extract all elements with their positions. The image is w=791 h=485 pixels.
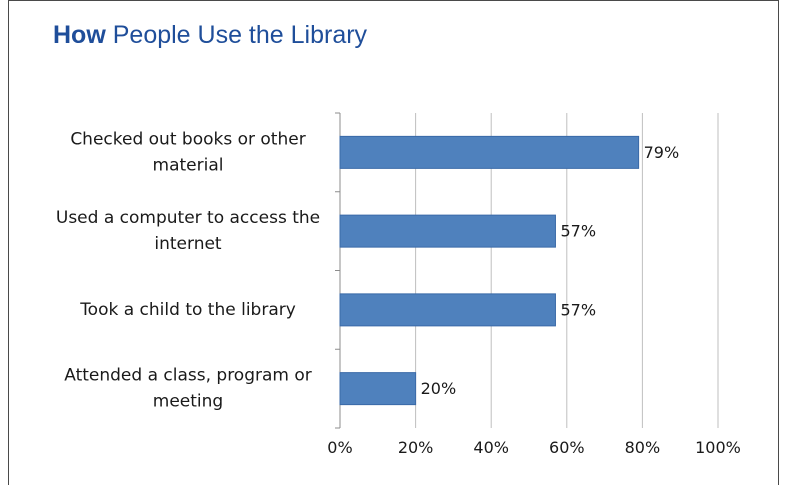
x-tick-label: 0%	[327, 438, 352, 457]
category-label: Used a computer to access the internet	[56, 208, 320, 254]
x-tick-label: 40%	[473, 438, 509, 457]
category-label: Took a child to the library	[79, 300, 296, 320]
x-tick-label: 20%	[398, 438, 434, 457]
x-tick-label: 60%	[549, 438, 585, 457]
category-label-line: material	[153, 155, 224, 175]
label-layer: 0% 20% 40% 60% 80% 100% 79% Checked out books o…	[56, 129, 741, 457]
data-label: 79%	[644, 143, 680, 162]
bar-3	[339, 293, 556, 327]
axis-layer	[335, 112, 341, 429]
bar-layer	[339, 135, 640, 406]
category-label-line: meeting	[153, 392, 223, 412]
data-label: 57%	[560, 222, 596, 241]
chart-title: How People Use the Library	[53, 20, 367, 50]
bar-1	[339, 135, 640, 169]
category-label-line: internet	[154, 234, 222, 254]
chart-title-rest: People Use the Library	[112, 21, 368, 49]
category-label: Checked out books or other material	[70, 129, 305, 175]
x-tick-label: 80%	[625, 438, 661, 457]
data-label: 57%	[560, 300, 596, 319]
x-tick-label: 100%	[695, 438, 741, 457]
category-label-line: Took a child to the library	[79, 300, 296, 320]
category-label-line: Attended a class, program or	[64, 366, 312, 386]
chart-title-bold: How	[53, 21, 106, 49]
category-label: Attended a class, program or meeting	[64, 366, 312, 412]
data-label: 20%	[421, 379, 457, 398]
bar-4	[339, 372, 417, 406]
category-label-line: Used a computer to access the	[56, 208, 320, 228]
category-label-line: Checked out books or other	[70, 129, 305, 149]
bar-2	[339, 214, 556, 248]
